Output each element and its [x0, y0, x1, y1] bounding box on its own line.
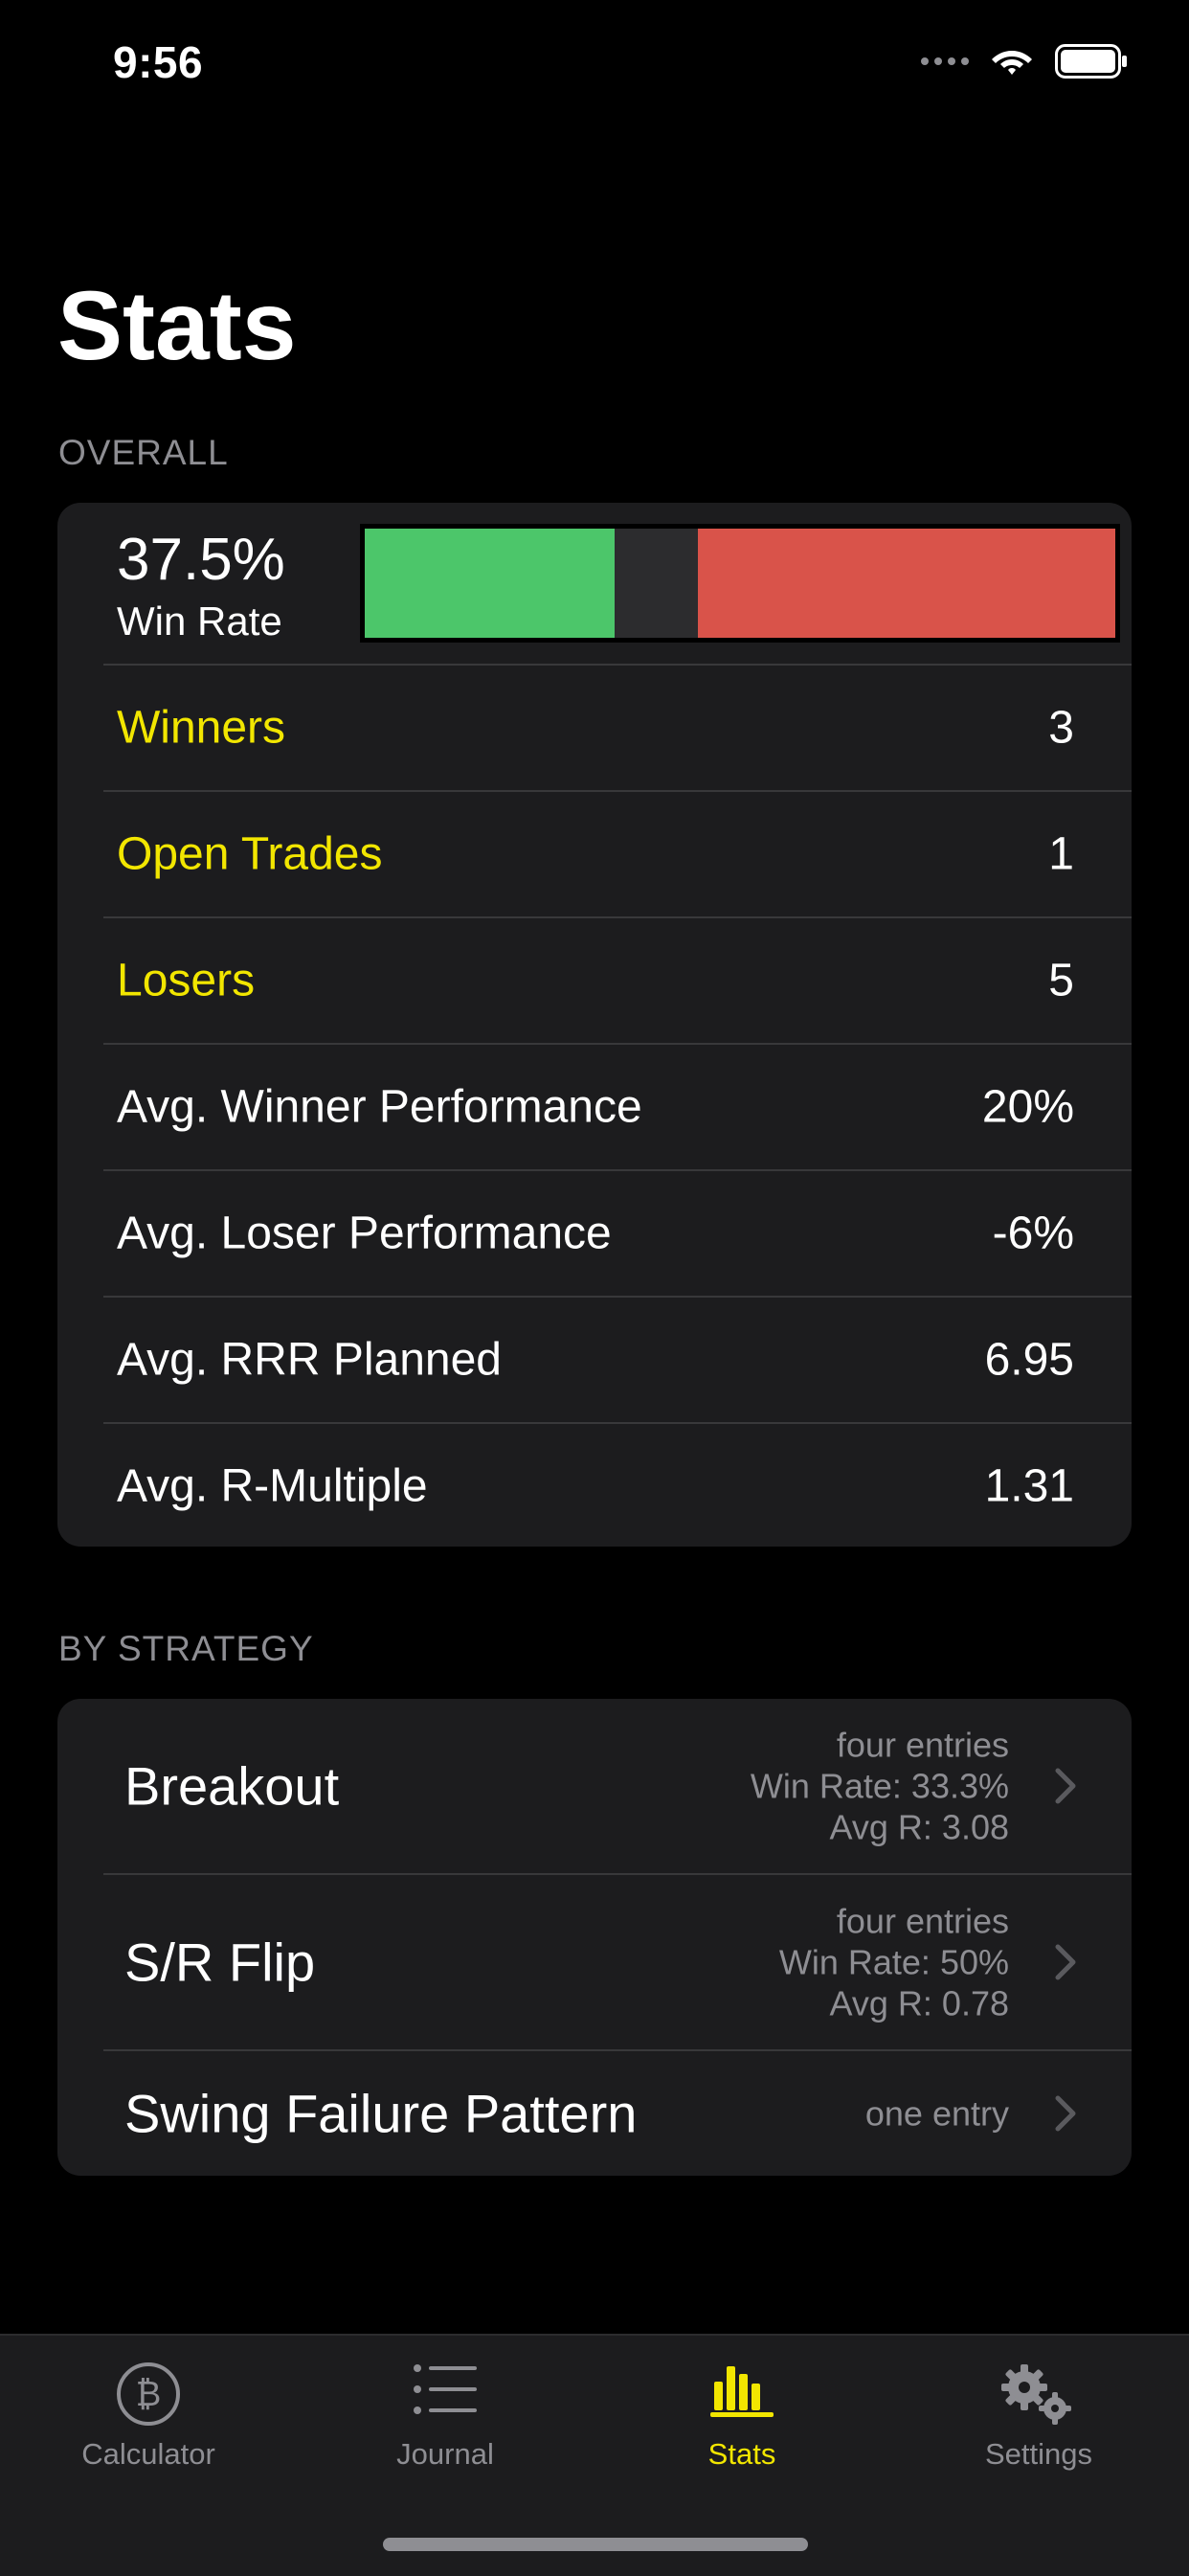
- strategy-entries: one entry: [864, 2093, 1009, 2134]
- stat-value: 3: [1048, 702, 1074, 754]
- tab-bar: ₿ Calculator Journal Stats: [0, 2334, 1189, 2576]
- cellular-signal-icon: [921, 57, 969, 65]
- stat-row-avg-loser-performance: Avg. Loser Performance -6%: [103, 1171, 1132, 1298]
- tab-calculator[interactable]: ₿ Calculator: [0, 2336, 297, 2479]
- strategy-entries: four entries: [836, 1725, 1009, 1765]
- strategy-row-swing-failure-pattern[interactable]: Swing Failure Pattern one entry: [103, 2051, 1132, 2176]
- chevron-right-icon: [1055, 2095, 1076, 2132]
- overall-card: 37.5% Win Rate Winners 3 Open Trades 1 L…: [57, 503, 1132, 1547]
- strategy-entries: four entries: [836, 1901, 1009, 1941]
- strategy-meta: four entries Win Rate: 50% Avg R: 0.78: [779, 1901, 1009, 2024]
- stat-row-open-trades: Open Trades 1: [103, 792, 1132, 918]
- bar-chart-icon: [710, 2366, 774, 2417]
- bitcoin-icon: ₿: [117, 2362, 180, 2426]
- status-icons: [921, 44, 1128, 79]
- status-time: 9:56: [113, 37, 204, 87]
- strategy-win-rate: Win Rate: 50%: [778, 1942, 1009, 1982]
- win-rate-bar: [360, 524, 1120, 643]
- stat-row-avg-r-multiple: Avg. R-Multiple 1.31: [103, 1424, 1132, 1547]
- gears-icon: [1001, 2364, 1071, 2425]
- strategy-name: S/R Flip: [124, 1932, 316, 1993]
- tab-stats[interactable]: Stats: [594, 2336, 890, 2479]
- tab-label: Journal: [396, 2437, 494, 2471]
- overall-section-header: OVERALL: [58, 433, 229, 472]
- stat-value: 6.95: [984, 1334, 1074, 1386]
- page-title: Stats: [57, 271, 297, 380]
- stat-value: -6%: [992, 1208, 1074, 1259]
- stat-value: 1.31: [984, 1460, 1074, 1512]
- tab-label: Calculator: [81, 2437, 215, 2471]
- stat-label: Open Trades: [117, 828, 383, 880]
- strategy-row-breakout[interactable]: Breakout four entries Win Rate: 33.3% Av…: [103, 1699, 1132, 1875]
- win-rate-value: 37.5%: [117, 527, 285, 593]
- winners-segment: [365, 529, 616, 638]
- tab-label: Stats: [707, 2437, 776, 2471]
- strategy-name: Breakout: [124, 1755, 340, 1817]
- stat-value: 1: [1048, 828, 1074, 880]
- stat-value: 20%: [981, 1081, 1074, 1133]
- strategy-meta: one entry: [865, 2093, 1009, 2135]
- strategy-avg-r: Avg R: 0.78: [829, 1983, 1009, 2023]
- win-rate-label: Win Rate: [117, 599, 282, 644]
- stat-label: Avg. Loser Performance: [117, 1208, 612, 1259]
- stat-label: Winners: [117, 702, 286, 754]
- tab-label: Settings: [984, 2437, 1092, 2471]
- home-indicator: [383, 2538, 808, 2551]
- stat-value: 5: [1048, 955, 1074, 1006]
- battery-icon: [1055, 44, 1127, 79]
- tab-journal[interactable]: Journal: [297, 2336, 594, 2479]
- status-bar: 9:56: [0, 0, 1189, 134]
- svg-text:₿: ₿: [136, 2375, 162, 2414]
- stat-label: Avg. Winner Performance: [117, 1081, 642, 1133]
- strategy-row-sr-flip[interactable]: S/R Flip four entries Win Rate: 50% Avg …: [103, 1875, 1132, 2051]
- stat-row-avg-rrr-planned: Avg. RRR Planned 6.95: [103, 1298, 1132, 1424]
- chevron-right-icon: [1055, 1944, 1076, 1980]
- losers-segment: [698, 529, 1115, 638]
- strategy-win-rate: Win Rate: 33.3%: [750, 1766, 1009, 1806]
- stat-row-losers: Losers 5: [103, 918, 1132, 1045]
- stat-row-avg-winner-performance: Avg. Winner Performance 20%: [103, 1045, 1132, 1171]
- by-strategy-section-header: BY STRATEGY: [58, 1629, 314, 1668]
- stat-label: Losers: [117, 955, 256, 1006]
- tab-settings[interactable]: Settings: [890, 2336, 1187, 2479]
- strategy-avg-r: Avg R: 3.08: [829, 1807, 1009, 1847]
- stat-label: Avg. R-Multiple: [117, 1460, 428, 1512]
- stat-label: Avg. RRR Planned: [117, 1334, 502, 1386]
- chevron-right-icon: [1055, 1768, 1076, 1804]
- wifi-icon: [992, 51, 1032, 75]
- stat-row-winners: Winners 3: [103, 666, 1132, 792]
- strategy-meta: four entries Win Rate: 33.3% Avg R: 3.08: [751, 1725, 1009, 1848]
- strategy-name: Swing Failure Pattern: [124, 2083, 638, 2144]
- list-icon: [414, 2364, 477, 2414]
- by-strategy-card: Breakout four entries Win Rate: 33.3% Av…: [57, 1699, 1132, 2176]
- win-rate-row: 37.5% Win Rate: [103, 503, 1132, 666]
- open-trades-segment: [615, 529, 699, 638]
